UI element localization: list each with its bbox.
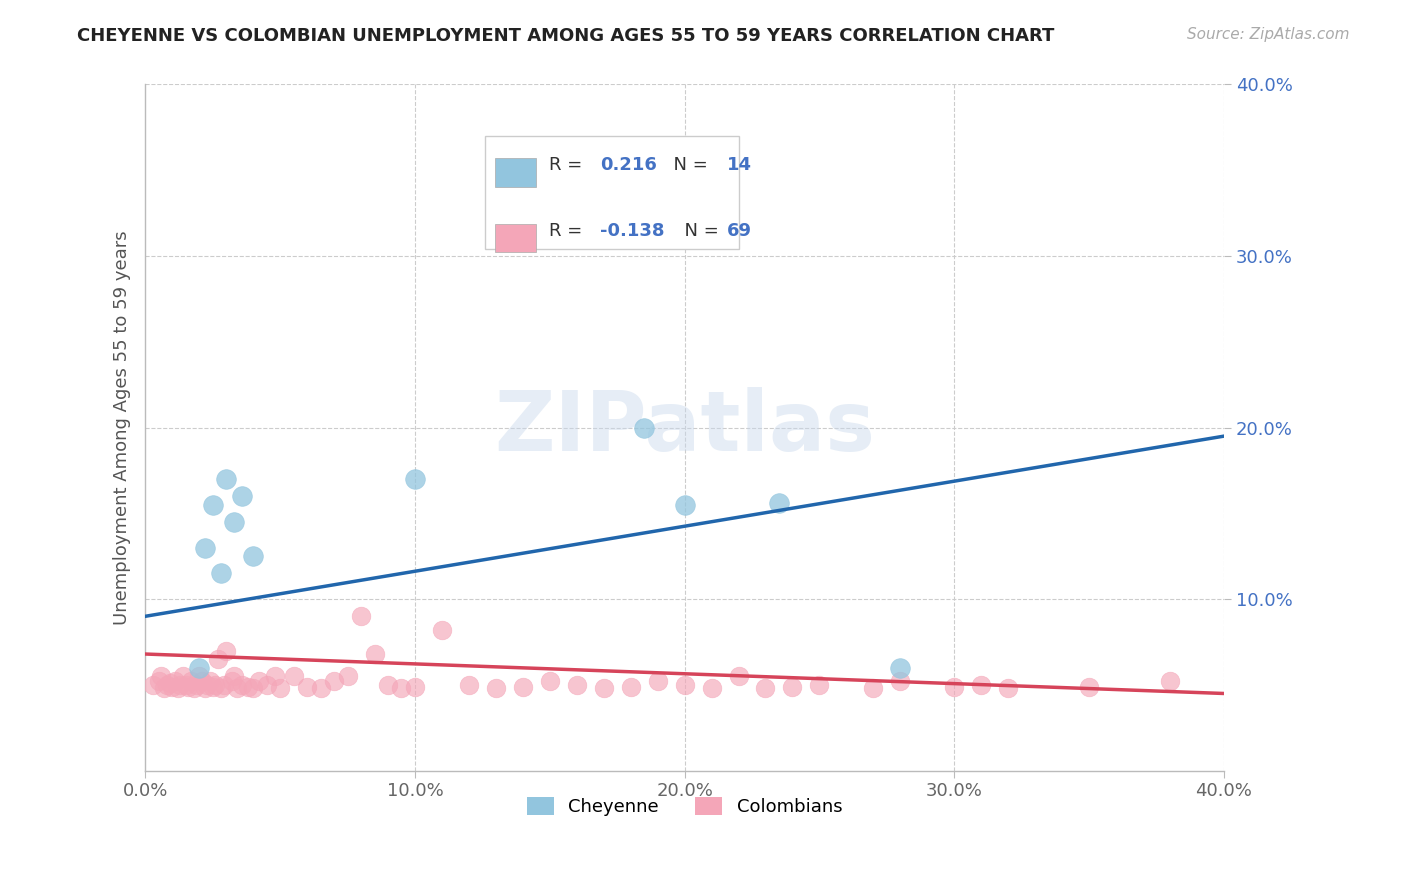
Point <box>363 647 385 661</box>
Point <box>153 681 176 696</box>
Point <box>201 498 224 512</box>
Point <box>163 674 186 689</box>
Point <box>943 680 966 694</box>
Text: 14: 14 <box>727 156 752 175</box>
Point <box>700 681 723 696</box>
Y-axis label: Unemployment Among Ages 55 to 59 years: Unemployment Among Ages 55 to 59 years <box>114 230 131 625</box>
Point <box>166 681 188 696</box>
Point <box>148 674 170 689</box>
Point <box>242 681 264 696</box>
Text: 69: 69 <box>727 221 752 240</box>
Point <box>194 541 217 555</box>
Point <box>404 680 426 694</box>
Point <box>156 678 179 692</box>
Point <box>172 669 194 683</box>
Point <box>1078 680 1101 694</box>
Point <box>620 680 643 694</box>
Point <box>309 681 332 696</box>
Point <box>215 472 238 486</box>
Point <box>263 669 285 683</box>
Point <box>201 680 224 694</box>
Text: 0.216: 0.216 <box>600 156 658 175</box>
Point <box>673 678 696 692</box>
Point <box>186 678 208 692</box>
Point <box>889 674 911 689</box>
Point <box>1159 674 1181 689</box>
Point <box>391 681 413 696</box>
Point <box>215 643 238 657</box>
Point <box>195 678 218 692</box>
Point <box>336 669 359 683</box>
Point <box>236 680 259 694</box>
Point <box>231 678 253 692</box>
Point <box>862 681 884 696</box>
Point <box>188 669 211 683</box>
Point <box>142 678 165 692</box>
Point <box>204 678 226 692</box>
Point <box>256 678 278 692</box>
Point <box>768 496 790 510</box>
Point <box>247 674 270 689</box>
Point <box>169 678 191 692</box>
Point <box>174 678 197 692</box>
Text: Source: ZipAtlas.com: Source: ZipAtlas.com <box>1187 27 1350 42</box>
Point <box>162 680 184 694</box>
Point <box>538 674 561 689</box>
Text: N =: N = <box>662 156 713 175</box>
Point <box>224 669 246 683</box>
Point <box>754 681 776 696</box>
Legend: Cheyenne, Colombians: Cheyenne, Colombians <box>520 789 849 823</box>
Point <box>194 681 217 696</box>
Point <box>633 420 655 434</box>
Point <box>647 674 669 689</box>
Point <box>377 678 399 692</box>
Text: N =: N = <box>672 221 724 240</box>
Point <box>242 549 264 564</box>
Point <box>269 681 291 696</box>
Point <box>198 674 221 689</box>
Point <box>177 680 200 694</box>
Point <box>404 472 426 486</box>
Point <box>159 676 181 690</box>
Point <box>180 674 202 689</box>
Point <box>231 489 253 503</box>
Text: R =: R = <box>548 221 588 240</box>
Point <box>592 681 614 696</box>
Point <box>457 678 479 692</box>
Point <box>889 661 911 675</box>
Text: R =: R = <box>548 156 588 175</box>
Point <box>226 681 249 696</box>
Point <box>323 674 346 689</box>
Point <box>430 623 453 637</box>
Point <box>565 678 588 692</box>
Point <box>295 680 318 694</box>
Point <box>997 681 1019 696</box>
Point <box>183 681 205 696</box>
Point <box>212 678 235 692</box>
Point <box>188 661 211 675</box>
Point <box>350 609 373 624</box>
Text: -0.138: -0.138 <box>600 221 665 240</box>
Point <box>970 678 993 692</box>
Point <box>224 515 246 529</box>
Point <box>207 652 229 666</box>
Point <box>673 498 696 512</box>
Point <box>727 669 749 683</box>
Point <box>606 180 628 194</box>
Point <box>221 674 243 689</box>
Point <box>512 680 534 694</box>
Text: ZIPatlas: ZIPatlas <box>494 387 875 468</box>
Point <box>808 678 831 692</box>
FancyBboxPatch shape <box>485 136 738 249</box>
Point <box>283 669 305 683</box>
Point <box>485 681 508 696</box>
Point <box>191 674 214 689</box>
FancyBboxPatch shape <box>495 159 536 186</box>
Point <box>150 669 173 683</box>
FancyBboxPatch shape <box>495 224 536 252</box>
Point <box>209 566 232 581</box>
Text: CHEYENNE VS COLOMBIAN UNEMPLOYMENT AMONG AGES 55 TO 59 YEARS CORRELATION CHART: CHEYENNE VS COLOMBIAN UNEMPLOYMENT AMONG… <box>77 27 1054 45</box>
Point <box>782 680 804 694</box>
Point <box>209 681 232 696</box>
